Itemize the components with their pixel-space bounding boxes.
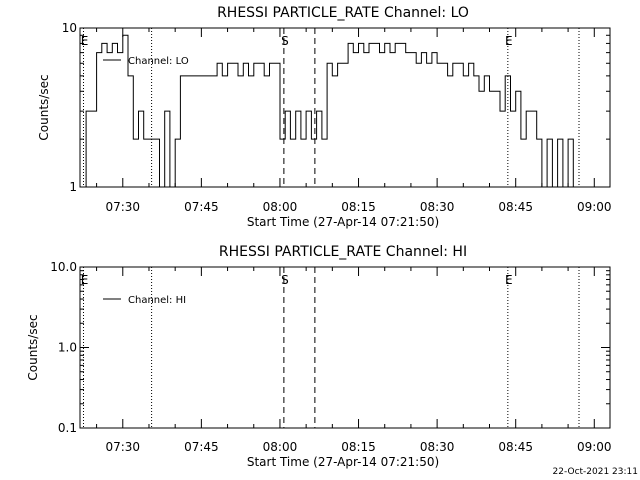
plot-frame — [79, 27, 611, 188]
lo-channel-chart: RHESSI PARTICLE_RATE Channel: LO Start Ti… — [37, 5, 612, 229]
x-tick-label: 09:00 — [577, 200, 612, 214]
legend-label: Channel: LO — [128, 56, 189, 67]
y-tick-label: 0.1 — [58, 421, 77, 435]
x-tick-label: 09:00 — [577, 440, 612, 454]
y-tick-label: 10.0 — [50, 260, 77, 274]
hi-channel-chart: RHESSI PARTICLE_RATE Channel: HI Start Ti… — [26, 244, 612, 469]
x-tick-label: 08:15 — [341, 200, 376, 214]
chart-title: RHESSI PARTICLE_RATE Channel: LO — [217, 5, 469, 21]
legend-label: Channel: HI — [128, 295, 186, 306]
x-tick-label: 08:45 — [498, 200, 533, 214]
x-tick-label: 08:30 — [420, 200, 455, 214]
x-axis-label: Start Time (27-Apr-14 07:21:50) — [247, 455, 439, 469]
y-axis-label: Counts/sec — [26, 314, 40, 380]
y-tick-label: 10 — [62, 21, 77, 35]
x-tick-label: 08:00 — [263, 440, 298, 454]
x-tick-label: 08:15 — [341, 440, 376, 454]
x-axis-label: Start Time (27-Apr-14 07:21:50) — [247, 215, 439, 229]
event-marker-label: E — [81, 273, 89, 287]
chart-title: RHESSI PARTICLE_RATE Channel: HI — [219, 244, 467, 260]
x-tick-label: 08:30 — [420, 440, 455, 454]
x-tick-label: 08:45 — [498, 440, 533, 454]
y-axis-label: Counts/sec — [37, 74, 51, 140]
x-tick-label: 07:30 — [105, 440, 140, 454]
event-marker-label: E — [81, 34, 89, 48]
y-tick-label: 1 — [69, 180, 77, 194]
event-marker-label: S — [281, 34, 289, 48]
plot-frame — [79, 266, 611, 429]
y-tick-label: 1.0 — [58, 341, 77, 355]
event-marker-label: E — [505, 273, 513, 287]
event-marker-label: E — [505, 34, 513, 48]
event-marker-label: S — [281, 273, 289, 287]
series-line — [80, 34, 574, 188]
x-tick-label: 07:45 — [184, 440, 219, 454]
date-stamp: 22-Oct-2021 23:11 — [553, 467, 638, 477]
x-tick-label: 07:30 — [105, 200, 140, 214]
x-tick-label: 07:45 — [184, 200, 219, 214]
x-tick-label: 08:00 — [263, 200, 298, 214]
